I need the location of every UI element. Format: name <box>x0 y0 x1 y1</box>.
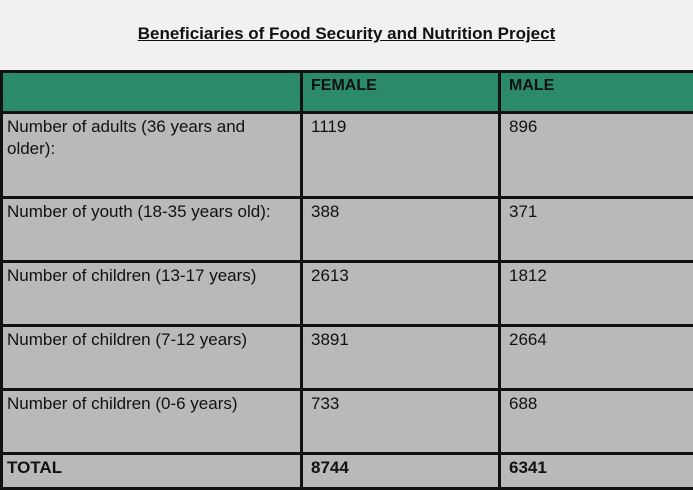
table-row: Number of children (7-12 years) 3891 266… <box>2 326 693 390</box>
table-row: Number of children (13-17 years) 2613 18… <box>2 262 693 326</box>
row-label: Number of children (0-6 years) <box>2 390 302 454</box>
female-value: 3891 <box>302 326 500 390</box>
male-value: 2664 <box>500 326 693 390</box>
male-value: 896 <box>500 113 693 198</box>
row-label: Number of adults (36 years and older): <box>2 113 302 198</box>
male-value: 1812 <box>500 262 693 326</box>
row-label: Number of children (7-12 years) <box>2 326 302 390</box>
table-header-row: FEMALE MALE <box>2 72 693 113</box>
male-value: 371 <box>500 198 693 262</box>
female-total: 8744 <box>302 454 500 489</box>
female-value: 1119 <box>302 113 500 198</box>
row-label: Number of children (13-17 years) <box>2 262 302 326</box>
header-cell-female: FEMALE <box>302 72 500 113</box>
row-label: Number of youth (18-35 years old): <box>2 198 302 262</box>
table-row: Number of youth (18-35 years old): 388 3… <box>2 198 693 262</box>
female-value: 2613 <box>302 262 500 326</box>
male-total: 6341 <box>500 454 693 489</box>
document-title: Beneficiaries of Food Security and Nutri… <box>0 24 693 44</box>
female-value: 733 <box>302 390 500 454</box>
total-label: TOTAL <box>2 454 302 489</box>
table-row: Number of children (0-6 years) 733 688 <box>2 390 693 454</box>
female-value: 388 <box>302 198 500 262</box>
table-row: Number of adults (36 years and older): 1… <box>2 113 693 198</box>
header-cell-male: MALE <box>500 72 693 113</box>
beneficiaries-table: FEMALE MALE Number of adults (36 years a… <box>0 70 693 490</box>
total-row: TOTAL 8744 6341 <box>2 454 693 489</box>
male-value: 688 <box>500 390 693 454</box>
header-cell-empty <box>2 72 302 113</box>
